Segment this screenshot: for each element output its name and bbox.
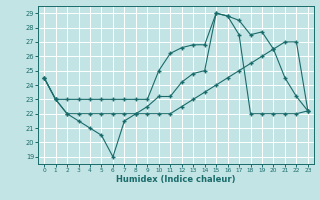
X-axis label: Humidex (Indice chaleur): Humidex (Indice chaleur) bbox=[116, 175, 236, 184]
